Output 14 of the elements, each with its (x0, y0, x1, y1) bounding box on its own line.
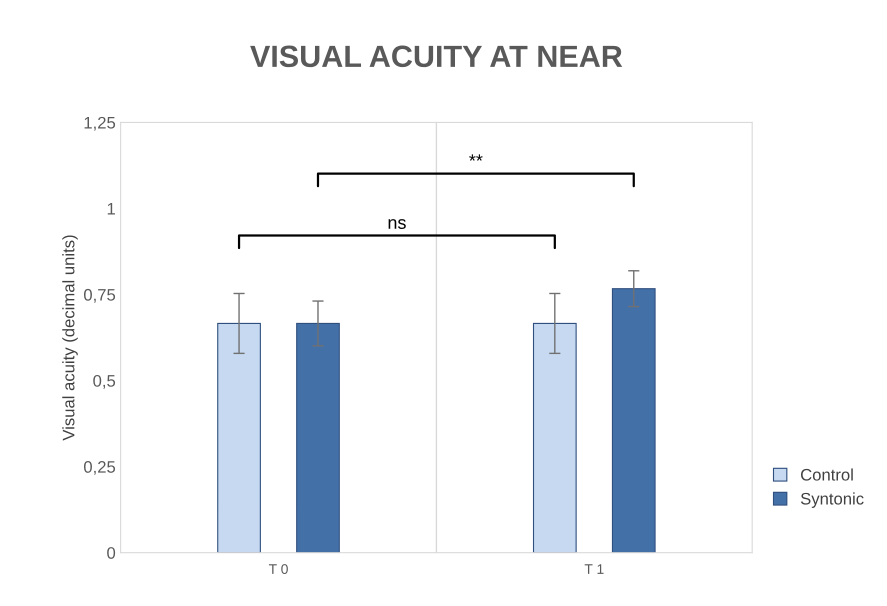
y-tick-label: 0,25 (84, 461, 116, 475)
annotation: ns (388, 219, 406, 229)
y-tick-label: 1,25 (84, 116, 116, 131)
y-tick-label: 0,5 (93, 374, 116, 389)
chart-title: VISUAL ACUITY AT NEAR (250, 46, 622, 68)
y-tick-label: 0 (107, 547, 116, 559)
y-tick-label: 1 (108, 203, 115, 215)
annotation: ** (469, 154, 483, 161)
legend-label: Syntonic (800, 492, 864, 508)
y-tick-label: 0,75 (84, 288, 116, 303)
x-tick-label: T 0 (268, 564, 288, 574)
x-tick-label: T 1 (584, 564, 604, 574)
legend-label: Control (801, 468, 853, 481)
y-axis-title: Visual acuity (decimal units) (62, 235, 78, 441)
